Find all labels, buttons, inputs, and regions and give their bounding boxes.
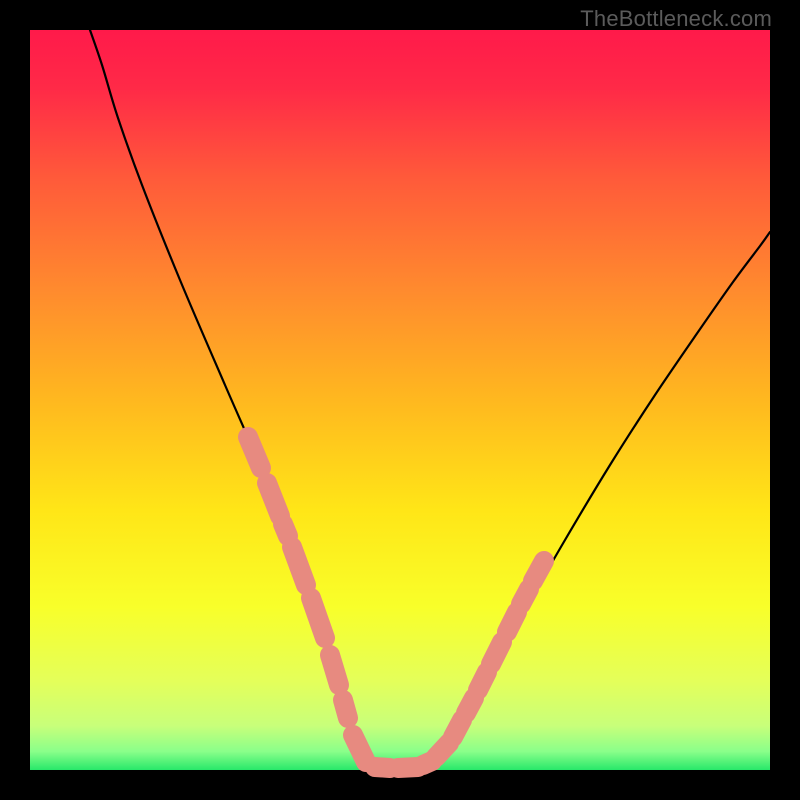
overlay-dash: [521, 589, 529, 604]
overlay-dash: [330, 655, 339, 685]
overlay-dash-group: [248, 437, 544, 768]
overlay-dash: [311, 598, 325, 638]
overlay-dash: [491, 642, 502, 664]
bottleneck-curve: [90, 30, 770, 768]
overlay-dash: [353, 735, 366, 762]
overlay-dash: [248, 437, 261, 468]
overlay-dash: [343, 700, 348, 718]
watermark-text: TheBottleneck.com: [580, 6, 772, 32]
overlay-dash: [283, 524, 288, 536]
overlay-dash: [533, 561, 544, 581]
overlay-dash: [507, 612, 517, 632]
overlay-dash: [453, 720, 462, 737]
overlay-dash: [292, 547, 306, 585]
overlay-dash: [478, 672, 487, 690]
overlay-dash: [267, 483, 280, 516]
overlay-dash: [375, 767, 390, 768]
plot-area: [30, 30, 770, 770]
overlay-dash: [436, 743, 449, 757]
overlay-dash: [466, 698, 474, 713]
curve-layer: [30, 30, 770, 770]
